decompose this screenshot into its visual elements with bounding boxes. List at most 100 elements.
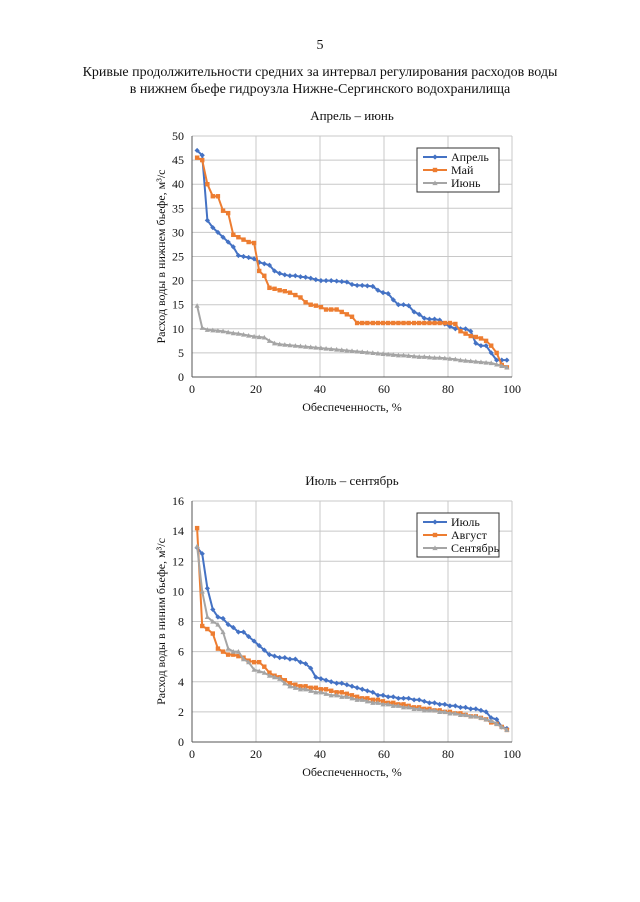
data-point — [406, 704, 412, 710]
data-point — [411, 320, 417, 326]
data-point — [483, 709, 489, 715]
data-point — [282, 272, 288, 278]
data-point — [334, 278, 340, 284]
data-point — [246, 332, 252, 338]
data-point — [344, 312, 350, 317]
data-point — [375, 287, 381, 293]
y-tick-label: 0 — [178, 370, 184, 384]
data-point — [380, 290, 386, 296]
data-point — [235, 331, 241, 336]
data-point — [426, 700, 433, 706]
chart-title: Июль – сентябрь — [305, 473, 398, 488]
data-point — [256, 334, 262, 340]
data-point — [303, 686, 309, 692]
data-point — [225, 239, 231, 245]
x-tick-label: 100 — [503, 747, 521, 761]
y-tick-label: 5 — [178, 346, 184, 360]
data-point — [504, 364, 510, 370]
data-point — [354, 697, 360, 702]
data-point — [447, 710, 453, 716]
data-point — [463, 358, 469, 363]
data-point — [489, 343, 494, 348]
data-point — [380, 699, 386, 704]
data-point — [194, 525, 200, 531]
data-point — [225, 210, 231, 216]
data-point — [478, 359, 484, 365]
data-point — [344, 682, 350, 688]
y-tick-label: 6 — [178, 645, 184, 659]
data-point — [225, 621, 231, 628]
page-number: 5 — [316, 38, 324, 53]
data-point — [220, 328, 226, 334]
x-axis-label: Обеспеченность, % — [302, 765, 402, 779]
data-point — [400, 704, 407, 710]
data-point — [437, 320, 442, 326]
data-point — [194, 303, 200, 308]
y-tick-label: 12 — [172, 554, 184, 568]
data-point — [354, 685, 360, 691]
data-point — [194, 543, 200, 549]
data-point — [463, 704, 469, 710]
data-point — [365, 696, 370, 701]
data-point — [395, 695, 401, 701]
y-tick-label: 40 — [172, 177, 184, 191]
y-tick-label: 45 — [172, 153, 184, 167]
heading-line-1: Кривые продолжительности средних за инте… — [82, 65, 558, 80]
data-point — [277, 341, 283, 347]
data-point — [194, 147, 200, 154]
data-point — [230, 649, 236, 654]
legend-label: Июнь — [451, 176, 481, 190]
data-point — [494, 721, 500, 727]
data-point — [297, 686, 304, 692]
data-point — [215, 621, 221, 627]
legend-label: Май — [451, 163, 474, 177]
data-point — [205, 182, 210, 187]
chart-april-june: Апрель – июнь 0 20 40 60 80 100 0 5 10 15 20 25 30 35 4… — [154, 108, 521, 414]
data-point — [349, 693, 355, 698]
y-tick-label: 0 — [178, 735, 184, 749]
data-point — [458, 329, 463, 334]
data-point — [287, 683, 293, 689]
data-point — [266, 673, 273, 678]
data-point — [421, 707, 427, 713]
data-point — [416, 354, 422, 359]
data-point — [499, 724, 505, 730]
y-tick-label: 10 — [172, 584, 184, 598]
data-point — [431, 707, 438, 713]
data-point — [401, 702, 406, 707]
data-point — [267, 285, 272, 291]
data-point — [308, 688, 314, 693]
page-heading: Кривые продолжительности средних за инте… — [60, 64, 580, 98]
data-point — [262, 664, 267, 669]
data-point — [323, 345, 329, 351]
data-point — [220, 208, 226, 213]
data-point — [240, 656, 247, 662]
legend-swatch-marker — [432, 545, 438, 551]
data-point — [225, 646, 231, 651]
data-point — [391, 320, 396, 326]
data-point — [463, 712, 469, 717]
data-point — [339, 347, 345, 353]
data-point — [303, 344, 309, 349]
data-point — [426, 354, 433, 360]
data-point — [282, 289, 287, 294]
data-point — [240, 629, 247, 635]
data-point — [282, 342, 288, 347]
data-point — [251, 333, 257, 339]
data-point — [292, 273, 298, 279]
data-point — [380, 351, 386, 356]
data-point — [261, 261, 267, 267]
data-point — [391, 700, 396, 706]
data-point — [251, 667, 257, 672]
data-point — [277, 676, 283, 681]
data-point — [293, 682, 298, 687]
legend-swatch-marker — [432, 154, 438, 160]
data-point — [463, 331, 468, 336]
data-point — [272, 286, 277, 291]
data-point — [468, 328, 474, 334]
data-point — [257, 268, 262, 274]
data-point — [334, 690, 339, 695]
data-point — [240, 331, 247, 337]
data-point — [231, 652, 236, 657]
